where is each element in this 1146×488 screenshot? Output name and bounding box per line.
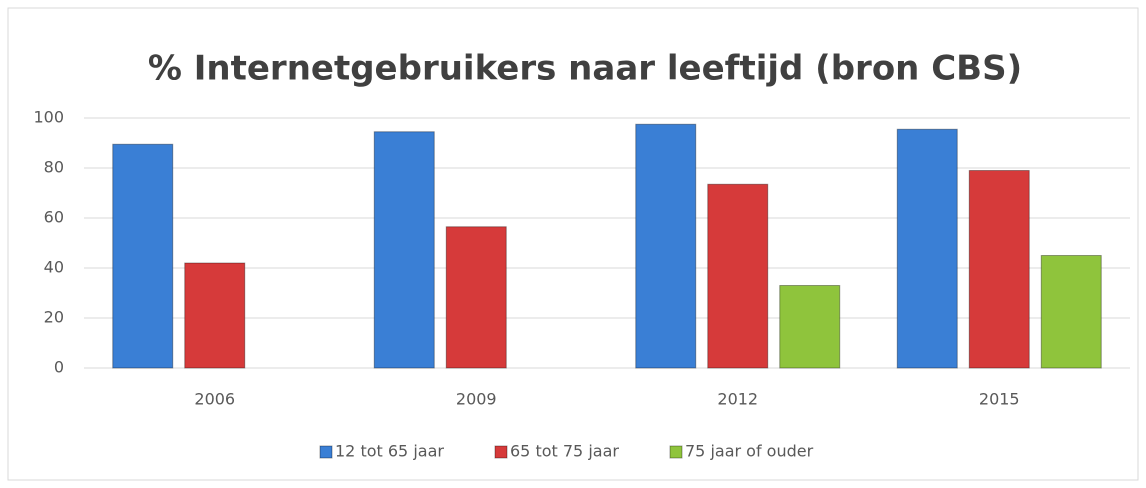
bar [112, 143, 174, 369]
legend-swatch [494, 445, 508, 459]
bar [445, 226, 507, 369]
legend-swatch [319, 445, 333, 459]
y-tick-label: 20 [44, 308, 64, 327]
bar [779, 285, 841, 369]
x-tick-label: 2009 [456, 390, 497, 409]
y-tick-label: 0 [54, 358, 64, 377]
y-tick-label: 60 [44, 208, 64, 227]
x-tick-label: 2012 [717, 390, 758, 409]
bar [968, 170, 1030, 369]
legend-label: 65 tot 75 jaar [510, 442, 619, 461]
bar [1040, 255, 1102, 369]
chart-title: % Internetgebruikers naar leeftijd (bron… [148, 49, 1022, 89]
bar [373, 131, 435, 369]
y-tick-label: 40 [44, 258, 64, 277]
bar [184, 262, 246, 369]
legend-swatch [669, 445, 683, 459]
bar [635, 123, 697, 369]
bar [896, 128, 958, 369]
x-tick-label: 2015 [979, 390, 1020, 409]
y-tick-label: 80 [44, 158, 64, 177]
y-tick-label: 100 [33, 108, 64, 127]
legend-label: 75 jaar of ouder [685, 442, 814, 461]
bar [707, 183, 769, 369]
x-tick-label: 2006 [194, 390, 235, 409]
legend-label: 12 tot 65 jaar [335, 442, 444, 461]
